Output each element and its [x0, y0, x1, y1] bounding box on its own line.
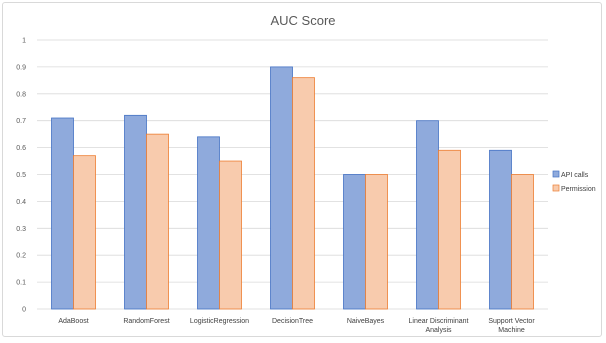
- chart-frame: AUC Score 0 0.1 0.2 0.3 0.4 0.5 0.6 0.7 0.8 0.9 1 …: [2, 2, 602, 337]
- bar-api-calls: [343, 174, 366, 310]
- bar-api-calls: [124, 114, 147, 310]
- x-category-label: AdaBoost: [58, 318, 88, 325]
- x-category-label: Support Vector Machine: [488, 318, 535, 334]
- legend-label: API calls: [561, 172, 589, 179]
- legend: API calls Permission: [552, 170, 596, 193]
- y-tick-label: 0.8: [16, 91, 26, 98]
- x-category-line: Analysis: [425, 327, 452, 334]
- bar-api-calls: [270, 66, 293, 310]
- x-category-label: LogisticRegression: [190, 318, 249, 325]
- x-axis-categories: AdaBoost RandomForest LogisticRegression De…: [58, 318, 535, 334]
- x-category-line: Machine: [498, 327, 525, 334]
- y-tick-label: 0.5: [16, 172, 26, 179]
- x-category-label: Linear Discriminant Analysis: [409, 318, 469, 334]
- y-tick-label: 0.9: [16, 64, 26, 71]
- chart-title: AUC Score: [270, 13, 335, 28]
- x-category-line: Linear Discriminant: [409, 318, 469, 325]
- bars: [51, 66, 534, 310]
- bar-api-calls: [489, 149, 512, 310]
- y-tick-label: 0.6: [16, 145, 26, 152]
- x-category-line: LogisticRegression: [190, 318, 249, 325]
- x-category-line: DecisionTree: [272, 318, 313, 325]
- legend-label: Permission: [561, 186, 596, 193]
- x-category-line: NaiveBayes: [347, 318, 385, 325]
- x-category-label: NaiveBayes: [347, 318, 385, 325]
- bar-permission: [365, 174, 388, 310]
- bar-permission: [292, 77, 315, 310]
- bar-permission: [73, 155, 96, 310]
- y-tick-label: 0.7: [16, 118, 26, 125]
- x-category-line: AdaBoost: [58, 318, 88, 325]
- bar-api-calls: [197, 136, 220, 310]
- x-category-label: DecisionTree: [272, 318, 313, 325]
- y-tick-label: 0.4: [16, 199, 26, 206]
- bar-api-calls: [416, 120, 439, 310]
- legend-swatch: [552, 170, 560, 178]
- y-tick-label: 0.1: [16, 280, 26, 287]
- y-tick-label: 1: [22, 38, 26, 45]
- y-tick-label: 0.2: [16, 253, 26, 260]
- bar-api-calls: [51, 117, 74, 310]
- y-axis-ticks: 0 0.1 0.2 0.3 0.4 0.5 0.6 0.7 0.8 0.9 1: [16, 38, 26, 314]
- y-tick-label: 0: [22, 307, 26, 314]
- x-category-line: Support Vector: [488, 318, 535, 325]
- x-category-line: RandomForest: [123, 318, 169, 325]
- y-tick-label: 0.3: [16, 226, 26, 233]
- bar-permission: [511, 174, 534, 310]
- legend-swatch: [552, 184, 560, 192]
- bar-permission: [219, 160, 242, 310]
- bar-permission: [146, 133, 169, 310]
- bar-permission: [438, 149, 461, 310]
- auc-bar-chart: AUC Score 00.10.20.30.40.50.60.70.80.91 …: [16, 13, 596, 334]
- x-category-label: RandomForest: [123, 318, 169, 325]
